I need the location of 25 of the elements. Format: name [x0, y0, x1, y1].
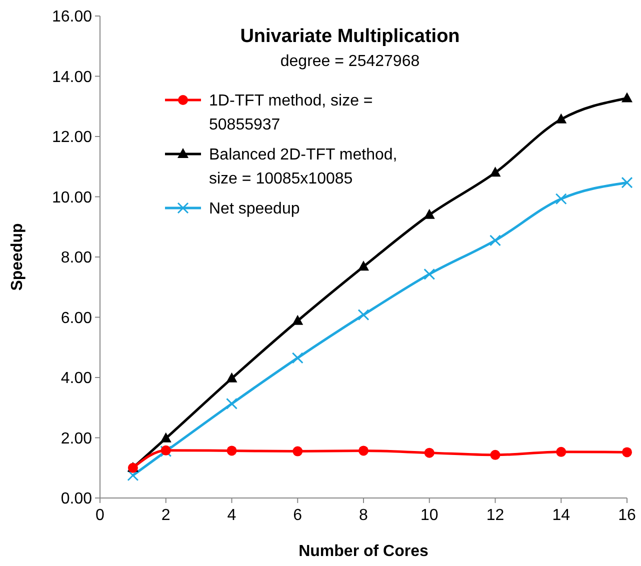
- y-tick-label: 0.00: [60, 490, 92, 508]
- y-axis-title: Speedup: [9, 222, 26, 291]
- y-tick-label: 4.00: [60, 370, 92, 388]
- y-tick-label: 2.00: [60, 430, 92, 448]
- x-tick-label: 6: [293, 507, 302, 524]
- x-tick-label: 4: [227, 507, 236, 524]
- y-tick-label: 14.00: [52, 68, 92, 86]
- x-tick-label: 10: [420, 507, 438, 524]
- y-tick-label: 10.00: [52, 189, 92, 206]
- x-tick-label: 8: [359, 507, 368, 524]
- x-tick-label: 0: [96, 507, 105, 524]
- y-tick-label: 6.00: [60, 310, 92, 327]
- x-tick-label: 16: [618, 507, 636, 524]
- legend-label: Balanced 2D-TFT method, size = 10085x10085: [209, 146, 398, 188]
- x-tick-label: 14: [552, 507, 570, 524]
- legend-label: 1D-TFT method, size = 50855937: [209, 92, 373, 134]
- y-tick-label: 8.00: [60, 250, 92, 267]
- x-tick-label: 12: [486, 507, 504, 524]
- legend-label: Net speedup: [209, 200, 300, 218]
- y-tick-label: 12.00: [52, 129, 92, 146]
- y-tick-label: 16.00: [52, 8, 92, 26]
- x-tick-label: 2: [161, 507, 170, 524]
- text: Univariate Multiplication: [240, 26, 460, 47]
- text: degree = 25427968: [280, 53, 420, 70]
- x-axis-title: Number of Cores: [298, 543, 428, 560]
